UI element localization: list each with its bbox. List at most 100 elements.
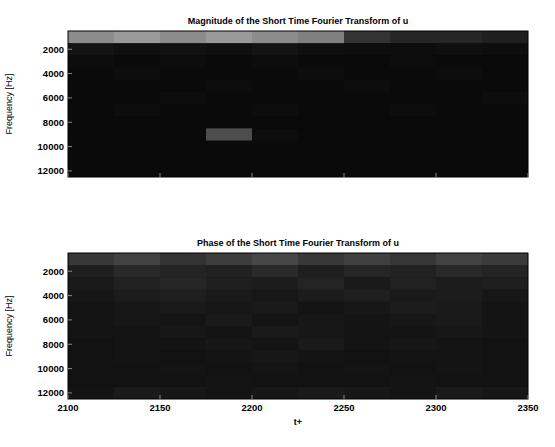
cell xyxy=(68,387,115,399)
cell xyxy=(114,277,161,290)
cell xyxy=(252,92,299,105)
y-tick xyxy=(68,271,72,272)
cell xyxy=(114,141,161,154)
y-tick xyxy=(68,122,72,123)
cell xyxy=(68,128,115,141)
cell xyxy=(252,363,299,376)
cell xyxy=(114,104,161,117)
x-tick-label: 2350 xyxy=(517,402,538,413)
cell xyxy=(68,165,115,177)
cell xyxy=(298,253,345,266)
cell xyxy=(114,55,161,68)
x-tick xyxy=(436,395,437,399)
cell xyxy=(68,92,115,105)
x-tick-label: 2100 xyxy=(57,402,78,413)
cell xyxy=(206,363,253,376)
x-tick xyxy=(160,173,161,177)
cell xyxy=(298,265,345,278)
cell xyxy=(252,302,299,315)
cell xyxy=(68,68,115,81)
cell xyxy=(68,314,115,327)
cell xyxy=(252,68,299,81)
x-tick-label: 2200 xyxy=(241,402,262,413)
cell xyxy=(298,277,345,290)
cell xyxy=(344,326,391,339)
title: Magnitude of the Short Time Fourier Tran… xyxy=(188,16,408,26)
cell xyxy=(436,116,483,129)
cell xyxy=(436,55,483,68)
cell xyxy=(298,68,345,81)
cell xyxy=(298,375,345,388)
cell xyxy=(206,277,253,290)
cell xyxy=(252,290,299,303)
cell xyxy=(436,290,483,303)
y-axis-title: Frequency [Hz] xyxy=(4,73,14,134)
y-tick xyxy=(68,97,72,98)
cell xyxy=(390,326,437,339)
y-tick xyxy=(68,319,72,320)
cell xyxy=(390,92,437,105)
cell xyxy=(252,104,299,117)
cell xyxy=(114,265,161,278)
cell xyxy=(68,80,115,93)
cell xyxy=(160,302,207,315)
cell xyxy=(298,128,345,141)
y-tick xyxy=(68,368,72,369)
title: Phase of the Short Time Fourier Transfor… xyxy=(197,238,399,248)
cell xyxy=(206,265,253,278)
cell xyxy=(114,375,161,388)
cell xyxy=(114,128,161,141)
cell xyxy=(68,265,115,278)
cell xyxy=(482,302,528,315)
cell xyxy=(482,165,528,177)
cell xyxy=(482,43,528,56)
cell xyxy=(114,326,161,339)
cell xyxy=(160,31,207,44)
y-tick-label: 10000 xyxy=(38,363,64,374)
cell xyxy=(436,31,483,44)
cell xyxy=(206,31,253,44)
cell xyxy=(206,43,253,56)
cell xyxy=(298,326,345,339)
cell xyxy=(298,31,345,44)
x-tick xyxy=(344,173,345,177)
frame xyxy=(68,31,528,177)
cell xyxy=(298,363,345,376)
cell xyxy=(114,165,161,177)
cell xyxy=(206,104,253,117)
cell xyxy=(68,375,115,388)
cell xyxy=(114,253,161,266)
cell xyxy=(344,253,391,266)
cell xyxy=(482,338,528,351)
cell xyxy=(160,55,207,68)
cell xyxy=(160,314,207,327)
cell xyxy=(482,92,528,105)
cell xyxy=(390,153,437,166)
cell xyxy=(160,153,207,166)
cell xyxy=(160,338,207,351)
cell xyxy=(482,116,528,129)
cell xyxy=(390,165,437,177)
cell xyxy=(390,116,437,129)
x-tick xyxy=(528,395,529,399)
cell xyxy=(344,104,391,117)
cell xyxy=(252,375,299,388)
cell xyxy=(482,363,528,376)
cell xyxy=(252,43,299,56)
y-tick xyxy=(68,49,72,50)
cell xyxy=(482,141,528,154)
cell xyxy=(390,265,437,278)
chart: Magnitude of the Short Time Fourier Tran… xyxy=(0,0,555,447)
cell xyxy=(68,338,115,351)
y-tick-label: 4000 xyxy=(43,290,64,301)
cell xyxy=(390,68,437,81)
cell xyxy=(482,375,528,388)
cell xyxy=(436,68,483,81)
cell xyxy=(390,277,437,290)
y-tick xyxy=(68,73,72,74)
cell xyxy=(206,302,253,315)
cell xyxy=(390,31,437,44)
cell xyxy=(344,265,391,278)
cell xyxy=(298,338,345,351)
plot-area xyxy=(68,253,528,399)
